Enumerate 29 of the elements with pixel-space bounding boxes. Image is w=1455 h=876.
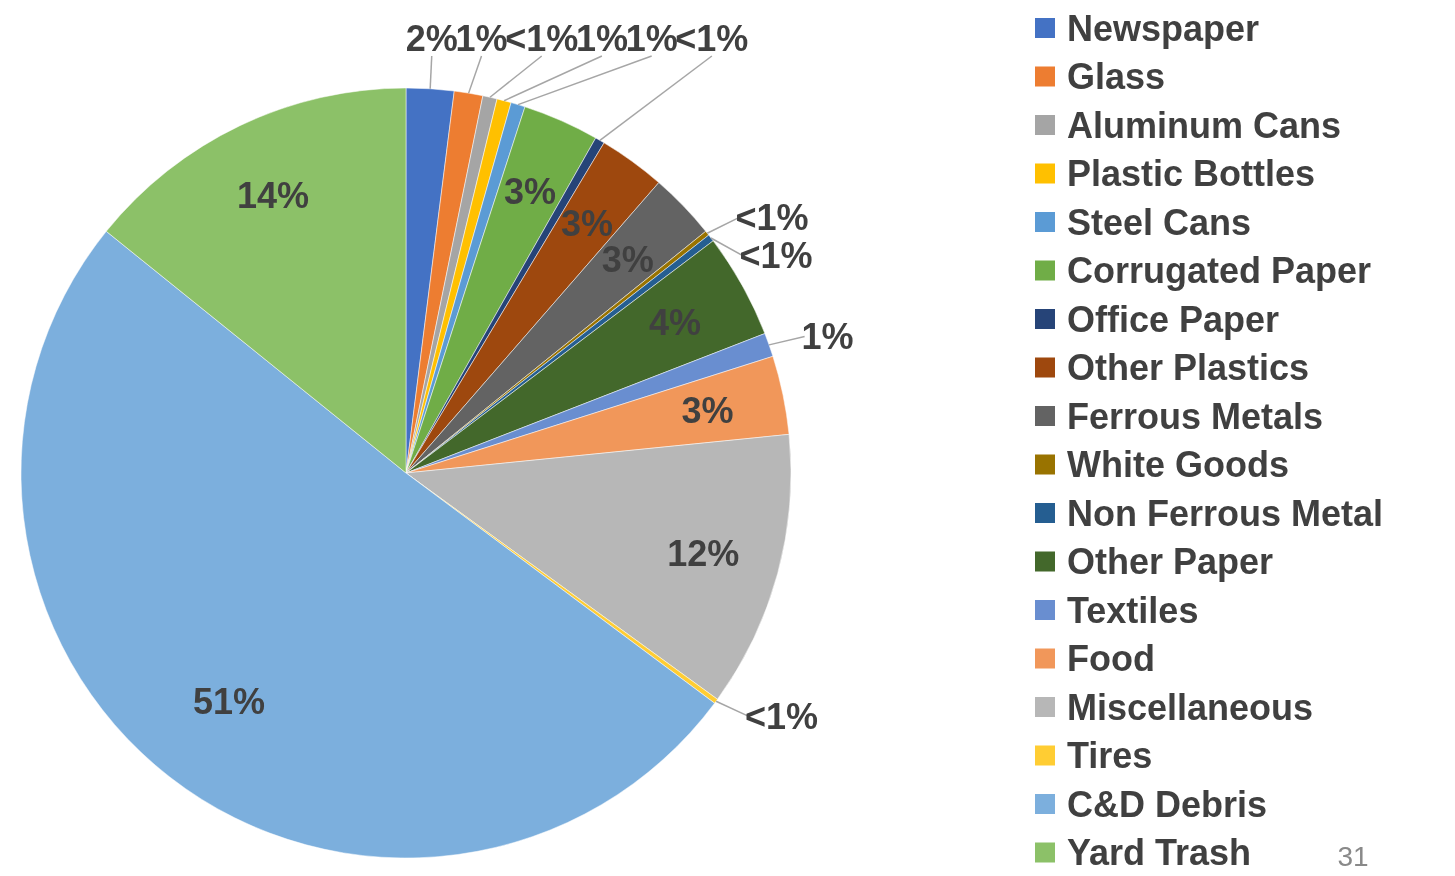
legend-label: Yard Trash	[1067, 832, 1252, 873]
legend-label: Food	[1067, 638, 1155, 679]
legend-label: Other Paper	[1067, 541, 1274, 582]
legend-label: Corrugated Paper	[1067, 250, 1372, 291]
legend-label: Non Ferrous Metal	[1067, 492, 1384, 534]
data-label: <1%	[675, 17, 749, 59]
data-label: 14%	[237, 174, 310, 216]
text: 31	[1337, 841, 1369, 872]
legend-label: Other Plastics	[1067, 347, 1310, 388]
legend-label: Steel Cans	[1067, 201, 1252, 243]
data-label: 3%	[681, 390, 734, 432]
legend-label: Miscellaneous	[1067, 686, 1314, 728]
legend-label: Newspaper	[1067, 7, 1260, 49]
legend-label: Plastic Bottles	[1067, 153, 1316, 194]
data-label: 3%	[561, 203, 614, 245]
data-label: <1%	[744, 695, 819, 737]
legend-label: Office Paper	[1067, 298, 1280, 340]
legend-label: White Goods	[1067, 444, 1289, 485]
data-label: 1%	[801, 316, 854, 358]
data-label: 51%	[192, 680, 266, 722]
legend-label: Aluminum Cans	[1067, 104, 1342, 146]
legend-label: Tires	[1067, 735, 1153, 776]
legend-label: Ferrous Metals	[1067, 395, 1324, 437]
legend-label: C&D Debris	[1067, 783, 1268, 825]
data-label: 3%	[504, 170, 557, 212]
legend-label: Glass	[1067, 56, 1166, 97]
legend-label: Textiles	[1067, 589, 1199, 631]
data-label: 12%	[667, 532, 740, 574]
data-label: 2%	[405, 17, 458, 59]
